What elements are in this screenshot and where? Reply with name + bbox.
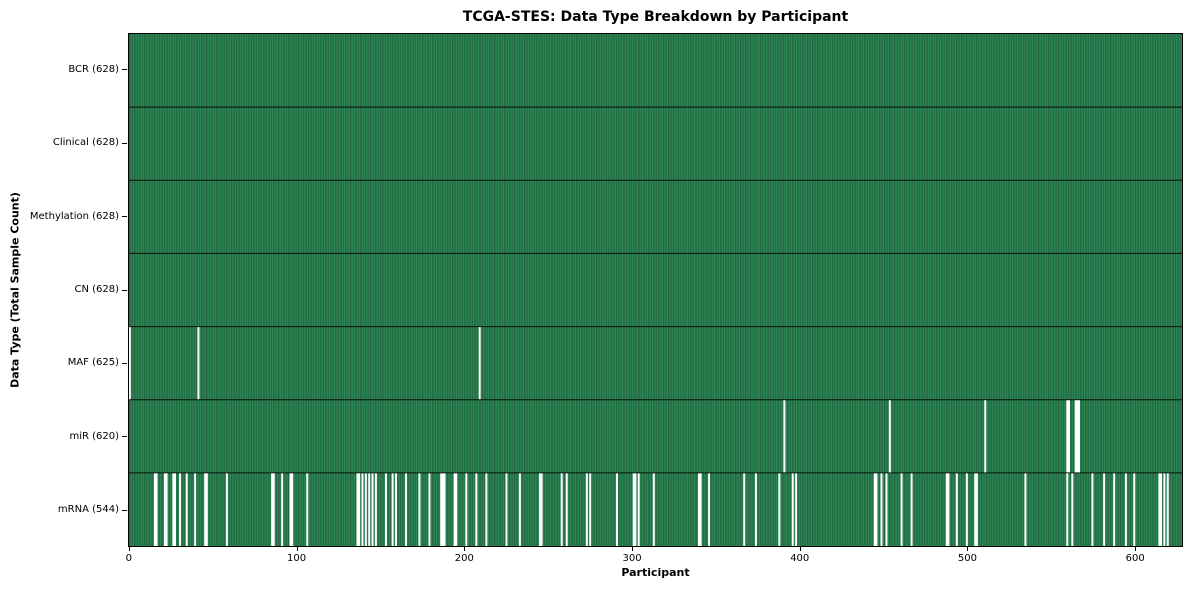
- x-tick-label-400: 400: [790, 553, 810, 564]
- x-tick-label-100: 100: [287, 553, 307, 564]
- x-tick-mark: [799, 547, 801, 551]
- x-tick-label-200: 200: [454, 553, 474, 564]
- x-tick-label-0: 0: [125, 553, 133, 564]
- x-tick-label-500: 500: [957, 553, 978, 564]
- y-tick-mark: [122, 362, 127, 364]
- y-tick-label-methylation: Methylation (628): [29, 210, 119, 222]
- y-tick-mark: [122, 436, 127, 438]
- x-tick-mark: [296, 547, 298, 551]
- y-tick-mark: [122, 509, 127, 511]
- y-tick-mark: [122, 289, 127, 291]
- x-tick-mark: [632, 547, 634, 551]
- x-tick-mark: [967, 547, 969, 551]
- x-axis-title: Participant: [621, 566, 690, 579]
- chart-title: TCGA-STES: Data Type Breakdown by Partic…: [462, 9, 849, 25]
- y-tick-label-mir: miR (620): [69, 430, 119, 442]
- y-tick-label-bcr: BCR (628): [68, 63, 119, 75]
- y-tick-mark: [122, 216, 127, 218]
- y-tick-label-mrna: mRNA (544): [57, 504, 119, 516]
- y-tick-label-clinical: Clinical (628): [52, 137, 119, 149]
- x-tick-label-300: 300: [622, 553, 642, 564]
- x-tick-mark: [464, 547, 466, 551]
- x-tick-mark: [1135, 547, 1137, 551]
- y-tick-label-cn: CN (628): [74, 284, 119, 295]
- x-tick-label-600: 600: [1125, 553, 1145, 564]
- y-tick-mark: [122, 69, 127, 71]
- y-tick-mark: [122, 142, 127, 144]
- plot-area: Present Absent: [128, 33, 1183, 547]
- x-tick-mark: [128, 547, 130, 551]
- heatmap-canvas: [129, 34, 1182, 546]
- y-tick-label-maf: MAF (625): [67, 357, 119, 369]
